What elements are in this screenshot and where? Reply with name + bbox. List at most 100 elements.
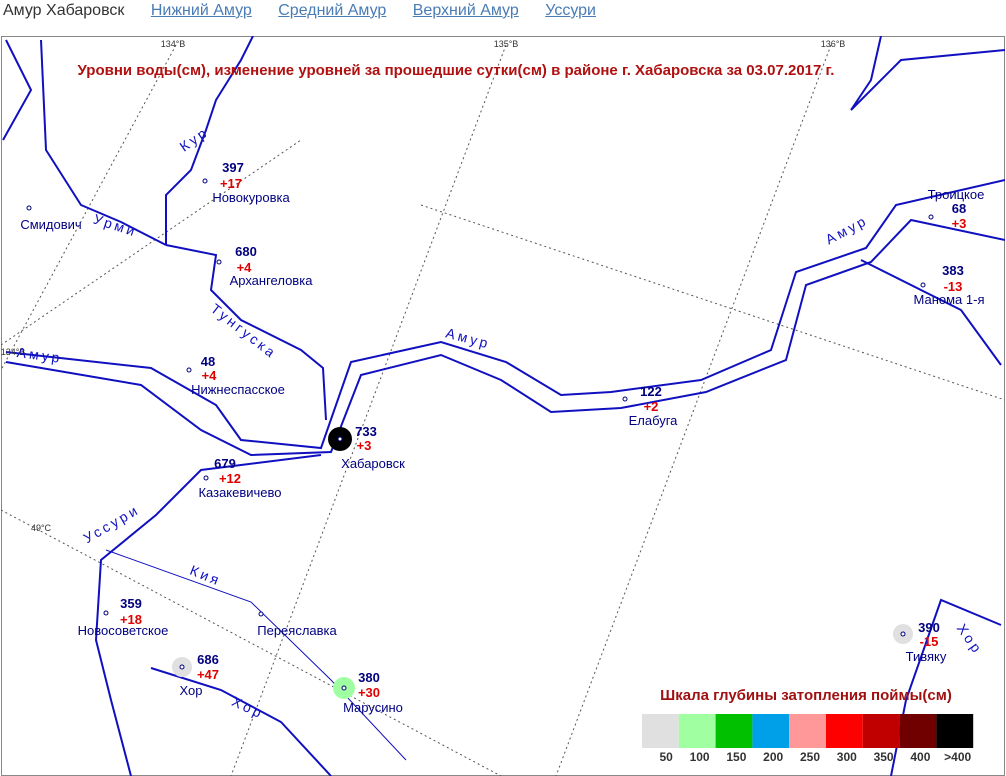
legend-swatch <box>642 714 679 748</box>
river <box>5 218 1005 457</box>
grid-label: 134°В <box>161 39 186 49</box>
station-level: 390 <box>918 620 940 635</box>
station-point <box>920 282 926 288</box>
legend-swatch <box>826 714 863 748</box>
station-name: Хор <box>180 683 203 698</box>
station-change: +4 <box>202 368 218 383</box>
legend-swatch <box>678 714 716 748</box>
legend-label: 350 <box>874 750 894 764</box>
map: Уровни воды(см), изменение уровней за пр… <box>1 36 1005 776</box>
legend-label: 400 <box>910 750 930 764</box>
station-name: Новосоветское <box>78 623 169 638</box>
station-name: Марусино <box>343 700 403 715</box>
legend-label: 300 <box>837 750 857 764</box>
legend-swatch <box>862 714 900 748</box>
river <box>105 549 407 761</box>
grid-label: 136°В <box>821 39 846 49</box>
station-level: 686 <box>197 652 219 667</box>
station-name: Троицкое <box>928 187 985 202</box>
station-level: 397 <box>222 160 244 175</box>
legend-label: >400 <box>944 750 971 764</box>
grid-label: 49°С <box>31 523 52 533</box>
station-name: Нижнеспасское <box>191 382 285 397</box>
station-point <box>203 475 209 481</box>
grid-line <box>1 44 177 371</box>
station-name: Архангеловка <box>230 273 314 288</box>
station-name: Казакевичево <box>198 485 281 500</box>
nav-link[interactable]: Средний Амур <box>278 2 387 19</box>
legend-swatch <box>715 714 753 748</box>
legend-title: Шкала глубины затопления поймы(см) <box>660 687 952 704</box>
river <box>94 454 322 776</box>
station-change: +4 <box>237 260 253 275</box>
nav-link[interactable]: Верхний Амур <box>412 2 519 19</box>
station-name: Манома 1-я <box>914 292 985 307</box>
legend-label: 50 <box>659 750 673 764</box>
river <box>5 179 1005 450</box>
legend-swatch <box>752 714 790 748</box>
station-change: -15 <box>920 634 939 649</box>
station-change: +17 <box>220 176 242 191</box>
station-point <box>186 367 192 373</box>
station-point <box>103 610 109 616</box>
station-name: Тивяку <box>906 649 947 664</box>
river <box>165 244 327 421</box>
map-frame <box>1 36 1005 776</box>
station-point <box>928 214 934 220</box>
station-name: Новокуровка <box>212 190 290 205</box>
station-change: +3 <box>952 216 967 231</box>
station-change: +30 <box>358 685 380 700</box>
legend-label: 100 <box>690 750 710 764</box>
station-level: 380 <box>358 670 380 685</box>
river <box>165 36 254 245</box>
legend-label: 250 <box>800 750 820 764</box>
station-level: 48 <box>201 354 215 369</box>
station-name: Переяславка <box>257 623 337 638</box>
nav-current: Амур Хабаровск <box>3 2 125 19</box>
station-point <box>341 685 347 691</box>
grid-line <box>1 139 302 346</box>
station-change: +18 <box>120 612 142 627</box>
grid-line <box>1 509 502 776</box>
nav-link[interactable]: Уссури <box>545 2 596 19</box>
grid-line <box>230 44 507 776</box>
station-point <box>179 664 185 670</box>
grid-label: 135°В <box>494 39 519 49</box>
station-point <box>216 259 222 265</box>
station-point <box>337 436 343 442</box>
river <box>150 667 332 776</box>
nav-link[interactable]: Нижний Амур <box>150 2 252 19</box>
station-change: -13 <box>944 279 963 294</box>
station-level: 733 <box>355 424 377 439</box>
station-change: +2 <box>644 399 659 414</box>
station-point <box>258 611 264 617</box>
station-point <box>26 205 32 211</box>
graticule <box>1 44 1005 776</box>
station-level: 359 <box>120 596 142 611</box>
station-level: 383 <box>942 263 964 278</box>
station-level: 679 <box>214 456 236 471</box>
map-title: Уровни воды(см), изменение уровней за пр… <box>78 62 835 79</box>
station-level: 68 <box>952 201 966 216</box>
station-name: Елабуга <box>629 413 679 428</box>
station-point <box>900 631 906 637</box>
station-change: +3 <box>357 438 372 453</box>
river <box>850 36 1005 111</box>
station-change: +12 <box>219 471 241 486</box>
river-label: Амур <box>16 344 64 366</box>
station-change: +47 <box>197 667 219 682</box>
station-point <box>202 178 208 184</box>
river <box>40 39 167 246</box>
river <box>860 259 1002 366</box>
legend-swatch <box>936 714 974 748</box>
station-level: 680 <box>235 244 257 259</box>
grid-label: 134°В <box>1 347 25 357</box>
station-name: Хабаровск <box>341 456 405 471</box>
nav-bar: Амур Хабаровск Нижний Амур Средний Амур … <box>3 0 618 30</box>
station-level: 122 <box>640 384 662 399</box>
legend-label: 150 <box>726 750 746 764</box>
grid-line <box>555 44 832 776</box>
legend-label: 200 <box>763 750 783 764</box>
legend-swatch <box>899 714 937 748</box>
